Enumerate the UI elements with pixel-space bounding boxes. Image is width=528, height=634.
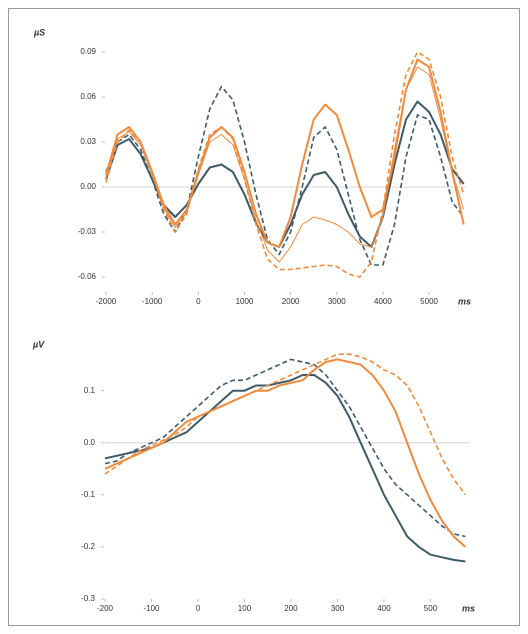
series-line: [104, 358, 466, 538]
y-tick-label: 0.03: [80, 137, 96, 146]
y-tick-label: -0.3: [81, 594, 95, 603]
x-tick-label: 4000: [374, 297, 392, 306]
y-tick-label: -0.1: [81, 490, 95, 499]
x-tick-label: 0: [196, 297, 201, 306]
x-tick-label: -2000: [96, 297, 117, 306]
y-tick-label: 0.09: [80, 47, 96, 56]
x-tick-label: 0: [196, 604, 201, 613]
x-tick-label: 500: [424, 604, 438, 613]
x-tick-label: 1000: [236, 297, 254, 306]
series-line: [104, 358, 467, 548]
frame: [8, 8, 520, 626]
y-tick-label: -0.03: [78, 227, 97, 236]
x-tick-label: -100: [143, 604, 160, 613]
y-axis-label: µV: [32, 339, 45, 349]
x-tick-label: -1000: [142, 297, 163, 306]
x-tick-label: 200: [284, 604, 298, 613]
y-tick-label: -0.2: [81, 542, 95, 551]
y-tick-label: 0.00: [80, 182, 96, 191]
x-tick-label: 100: [238, 604, 252, 613]
x-tick-label: -200: [97, 604, 114, 613]
x-tick-label: 300: [331, 604, 345, 613]
x-tick-label: 2000: [282, 297, 300, 306]
series-line: [105, 85, 465, 266]
x-tick-label: 5000: [420, 297, 438, 306]
y-tick-label: 0.0: [84, 438, 96, 447]
y-tick-label: 0.1: [84, 386, 96, 395]
y-tick-label: -0.06: [78, 272, 97, 281]
x-axis-label: ms: [462, 603, 475, 613]
series-line: [105, 66, 465, 263]
x-tick-label: 400: [377, 604, 391, 613]
y-tick-label: 0.06: [80, 92, 96, 101]
series-line: [105, 51, 465, 278]
x-tick-label: 3000: [328, 297, 346, 306]
x-axis-label: ms: [458, 296, 471, 306]
series-line: [104, 353, 467, 496]
y-axis-label: µS: [33, 27, 45, 37]
